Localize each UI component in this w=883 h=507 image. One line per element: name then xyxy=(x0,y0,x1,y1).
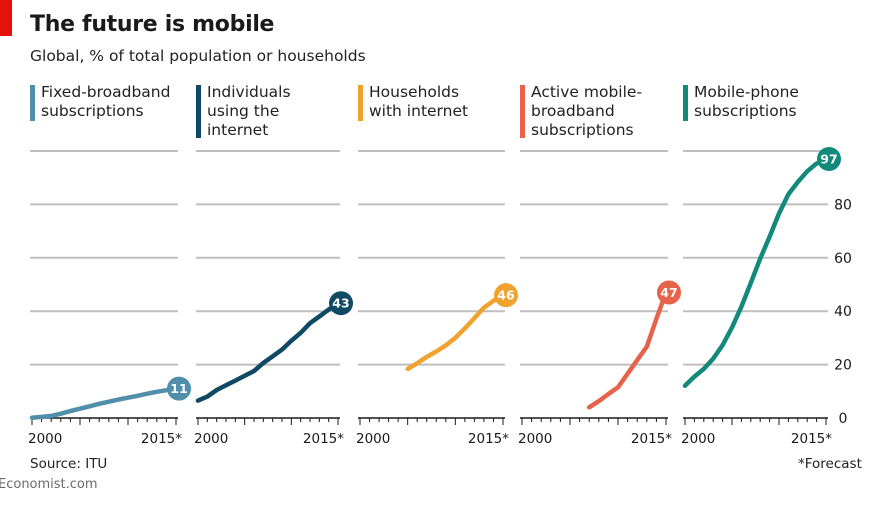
end-label-circle xyxy=(494,283,518,308)
brand-watermark: Economist.com xyxy=(0,477,98,492)
x-tick-label: 2015* xyxy=(468,431,509,447)
legend-label: Fixed-broadband subscriptions xyxy=(41,83,171,120)
legend-label: Households with internet xyxy=(369,83,469,120)
end-label-value: 11 xyxy=(170,381,187,396)
legend-item: Mobile-phone subscriptions xyxy=(683,83,833,143)
chart-subtitle: Global, % of total population or househo… xyxy=(30,47,366,65)
legend-swatch xyxy=(520,85,525,138)
y-tick-label: 40 xyxy=(834,304,852,320)
end-label-value: 97 xyxy=(820,152,837,167)
end-label-value: 46 xyxy=(497,288,515,303)
end-label-circle xyxy=(329,291,353,316)
x-tick-label: 2000 xyxy=(681,431,715,447)
legend-swatch xyxy=(683,85,688,121)
chart-title: The future is mobile xyxy=(30,12,275,37)
series-line xyxy=(195,300,341,403)
legend-swatch xyxy=(358,85,363,121)
legend-label: Mobile-phone subscriptions xyxy=(694,83,799,120)
x-tick-label: 2000 xyxy=(194,431,228,447)
brand-red-tab xyxy=(0,0,12,36)
x-tick-label: 2000 xyxy=(356,431,390,447)
series-line xyxy=(682,156,829,388)
end-label-circle xyxy=(167,376,191,401)
y-tick-label: 0 xyxy=(839,411,848,427)
x-tick-label: 2015* xyxy=(631,431,672,447)
x-tick-label: 2015* xyxy=(141,431,182,447)
legend-item: Fixed-broadband subscriptions xyxy=(30,83,180,143)
legend-item: Individuals using the internet xyxy=(196,83,346,143)
legend-swatch xyxy=(196,85,201,138)
source-note: Source: ITU xyxy=(30,456,108,472)
legend-label: Individuals using the internet xyxy=(207,83,291,139)
legend-item: Active mobile- broadband subscriptions xyxy=(520,83,670,143)
end-label-value: 47 xyxy=(660,285,677,300)
x-tick-label: 2015* xyxy=(303,431,344,447)
x-tick-label: 2000 xyxy=(28,431,62,447)
end-label-circle xyxy=(817,147,841,172)
legend-swatch xyxy=(30,85,35,121)
y-tick-label: 80 xyxy=(834,197,852,213)
legend-label: Active mobile- broadband subscriptions xyxy=(531,83,643,139)
end-label-value: 43 xyxy=(332,296,349,311)
y-tick-label: 20 xyxy=(834,358,852,374)
series-line xyxy=(405,292,506,372)
legend-item: Households with internet xyxy=(358,83,508,143)
series-line xyxy=(586,290,669,410)
x-tick-label: 2000 xyxy=(518,431,552,447)
forecast-note: *Forecast xyxy=(798,456,862,472)
y-tick-label: 60 xyxy=(834,251,852,267)
series-line xyxy=(29,386,179,420)
end-label-circle xyxy=(657,280,681,305)
x-tick-label: 2015* xyxy=(791,431,832,447)
